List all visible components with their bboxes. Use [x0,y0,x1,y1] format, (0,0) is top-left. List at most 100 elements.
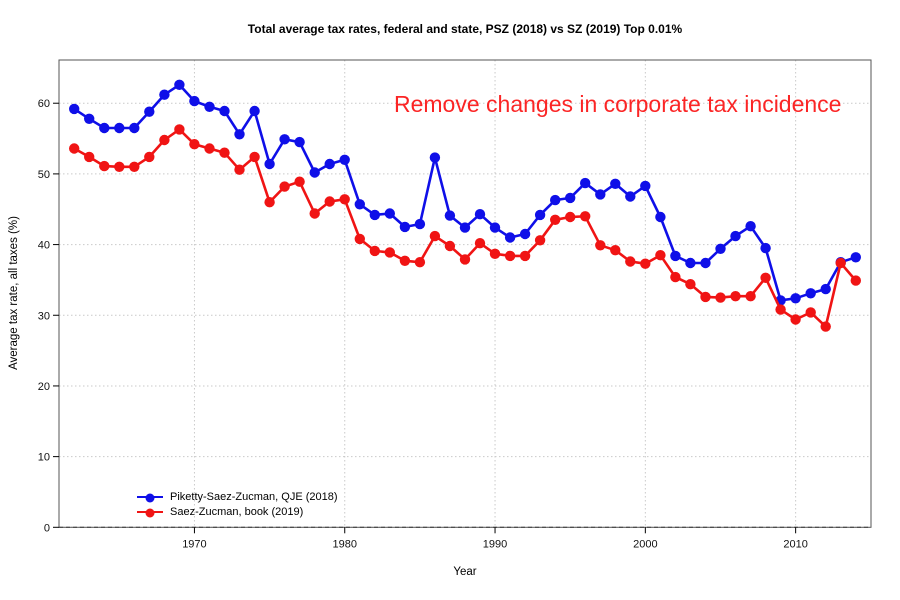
data-point [595,189,606,200]
x-tick-label: 1990 [483,538,507,550]
y-tick-label: 20 [38,381,50,393]
data-point [309,167,320,178]
data-point [249,151,260,163]
data-point [700,291,711,303]
data-point [670,250,681,262]
data-point [790,293,801,304]
data-point [459,222,471,233]
data-point [550,194,561,206]
data-point [384,247,395,258]
x-tick-label: 2000 [633,538,657,550]
data-point [760,242,771,254]
data-point [504,232,516,243]
y-tick-label: 50 [38,169,50,181]
data-point [174,79,185,91]
data-point [625,191,636,202]
y-tick-label: 0 [44,522,50,534]
axis-ticks [53,102,797,534]
data-point [429,230,441,242]
data-point [234,164,245,175]
data-point [444,240,456,252]
data-point [850,252,861,263]
data-point [204,143,215,154]
data-point [474,238,486,249]
data-point [399,221,411,233]
data-point [159,134,170,146]
data-point [715,243,726,254]
legend-line-blue-icon [137,493,163,503]
data-point [760,272,771,283]
data-point [264,197,275,208]
data-point [354,199,365,210]
data-point [775,304,786,315]
data-point [99,122,110,134]
data-point [294,176,305,187]
data-point [144,151,155,163]
data-point [339,154,350,165]
data-point [444,210,456,221]
data-point [234,129,245,140]
data-point [685,279,696,290]
x-tick-label: 1980 [332,538,356,550]
x-tick-label: 2010 [783,538,807,550]
data-point [114,161,125,172]
data-point [279,181,290,192]
data-point [84,113,95,125]
data-point [820,283,831,295]
data-point [459,254,471,265]
data-point [580,177,591,189]
data-point [805,307,816,318]
data-point [279,134,290,145]
data-point [69,143,80,154]
data-point [84,151,95,163]
data-point [399,255,411,266]
legend-label: Saez-Zucman, book (2019) [170,506,304,519]
data-point [144,106,155,117]
data-point [504,250,516,262]
data-point [565,211,576,223]
data-point [550,214,561,225]
data-point [745,291,756,302]
data-point [625,256,636,267]
y-tick-label: 60 [38,98,50,110]
data-point [730,230,741,242]
data-point [339,194,350,205]
legend-dot-blue-icon [145,493,155,503]
legend-line-red-icon [137,508,163,518]
data-point [414,257,426,268]
data-point [835,257,846,269]
data-point [580,211,591,222]
chart-title: Total average tax rates, federal and sta… [247,22,683,36]
series-psz-qje-2018 [69,79,861,306]
data-point [534,209,546,221]
data-point [685,257,696,269]
data-point [114,122,125,134]
x-axis-title: Year [453,566,477,578]
data-point [189,139,200,150]
data-point [219,147,230,158]
data-point [670,271,681,283]
data-point [264,158,275,170]
legend: Piketty-Saez-Zucman, QJE (2018) Saez-Zuc… [137,489,338,520]
data-point [489,222,501,233]
data-point [519,250,531,262]
data-point [189,95,200,107]
y-tick-label: 40 [38,240,50,252]
data-point [129,161,140,172]
data-point [324,196,335,207]
data-point [700,257,711,269]
tick-labels: 0 10 20 30 40 50 60 1970 1980 1990 2000 2010 [38,98,808,550]
data-point [640,258,651,269]
data-point [354,233,365,245]
data-point [610,178,621,189]
data-point [219,105,230,117]
y-tick-label: 30 [38,310,50,322]
data-point [204,101,215,113]
annotation-remove-corporate-tax-incidence: Remove changes in corporate tax incidenc… [394,91,842,117]
x-tick-label: 1970 [182,538,206,550]
data-point [820,321,831,332]
data-point [715,292,726,303]
data-point [249,105,260,117]
